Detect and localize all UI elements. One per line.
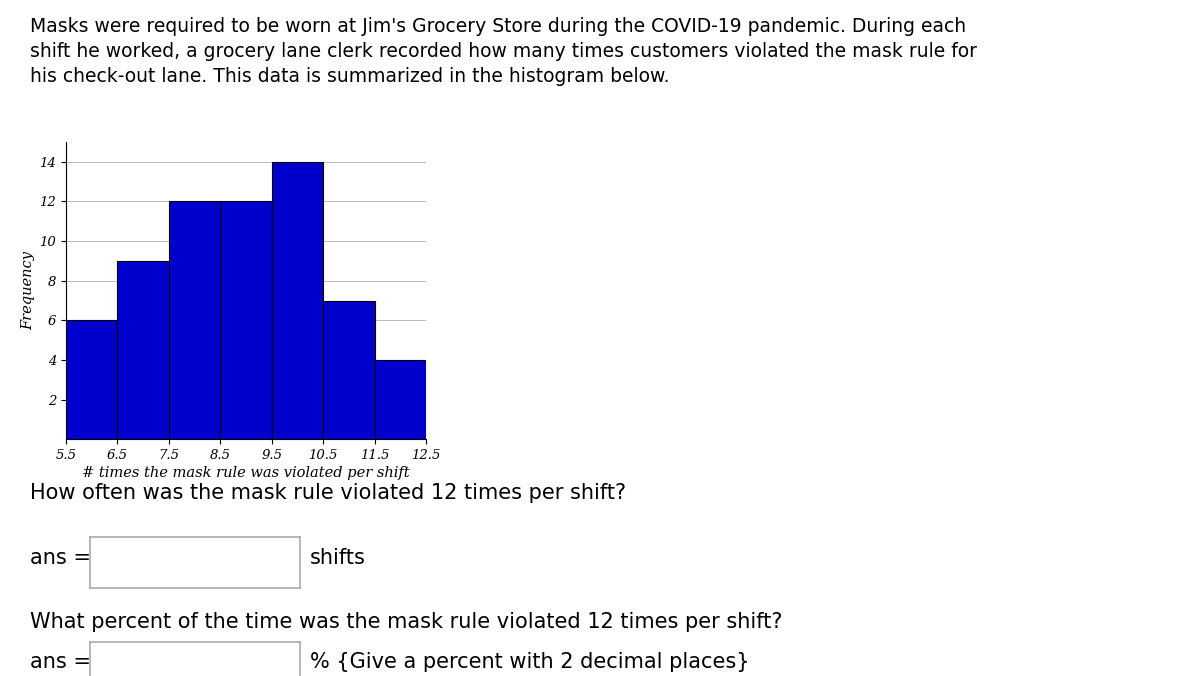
Text: ans =: ans =	[30, 548, 91, 568]
Bar	[118, 261, 169, 439]
Text: ans =: ans =	[30, 652, 91, 673]
Y-axis label: Frequency: Frequency	[22, 251, 35, 330]
Bar	[271, 162, 323, 439]
Text: % {Give a percent with 2 decimal places}: % {Give a percent with 2 decimal places}	[310, 652, 749, 673]
X-axis label: # times the mask rule was violated per shift: # times the mask rule was violated per s…	[82, 466, 410, 480]
Text: How often was the mask rule violated 12 times per shift?: How often was the mask rule violated 12 …	[30, 483, 626, 504]
Bar	[169, 201, 221, 439]
Text: shifts: shifts	[310, 548, 366, 568]
Bar	[323, 301, 374, 439]
Bar	[66, 320, 118, 439]
Bar	[374, 360, 426, 439]
Text: Masks were required to be worn at Jim's Grocery Store during the COVID-19 pandem: Masks were required to be worn at Jim's …	[30, 17, 977, 86]
Bar	[221, 201, 271, 439]
Text: What percent of the time was the mask rule violated 12 times per shift?: What percent of the time was the mask ru…	[30, 612, 782, 632]
